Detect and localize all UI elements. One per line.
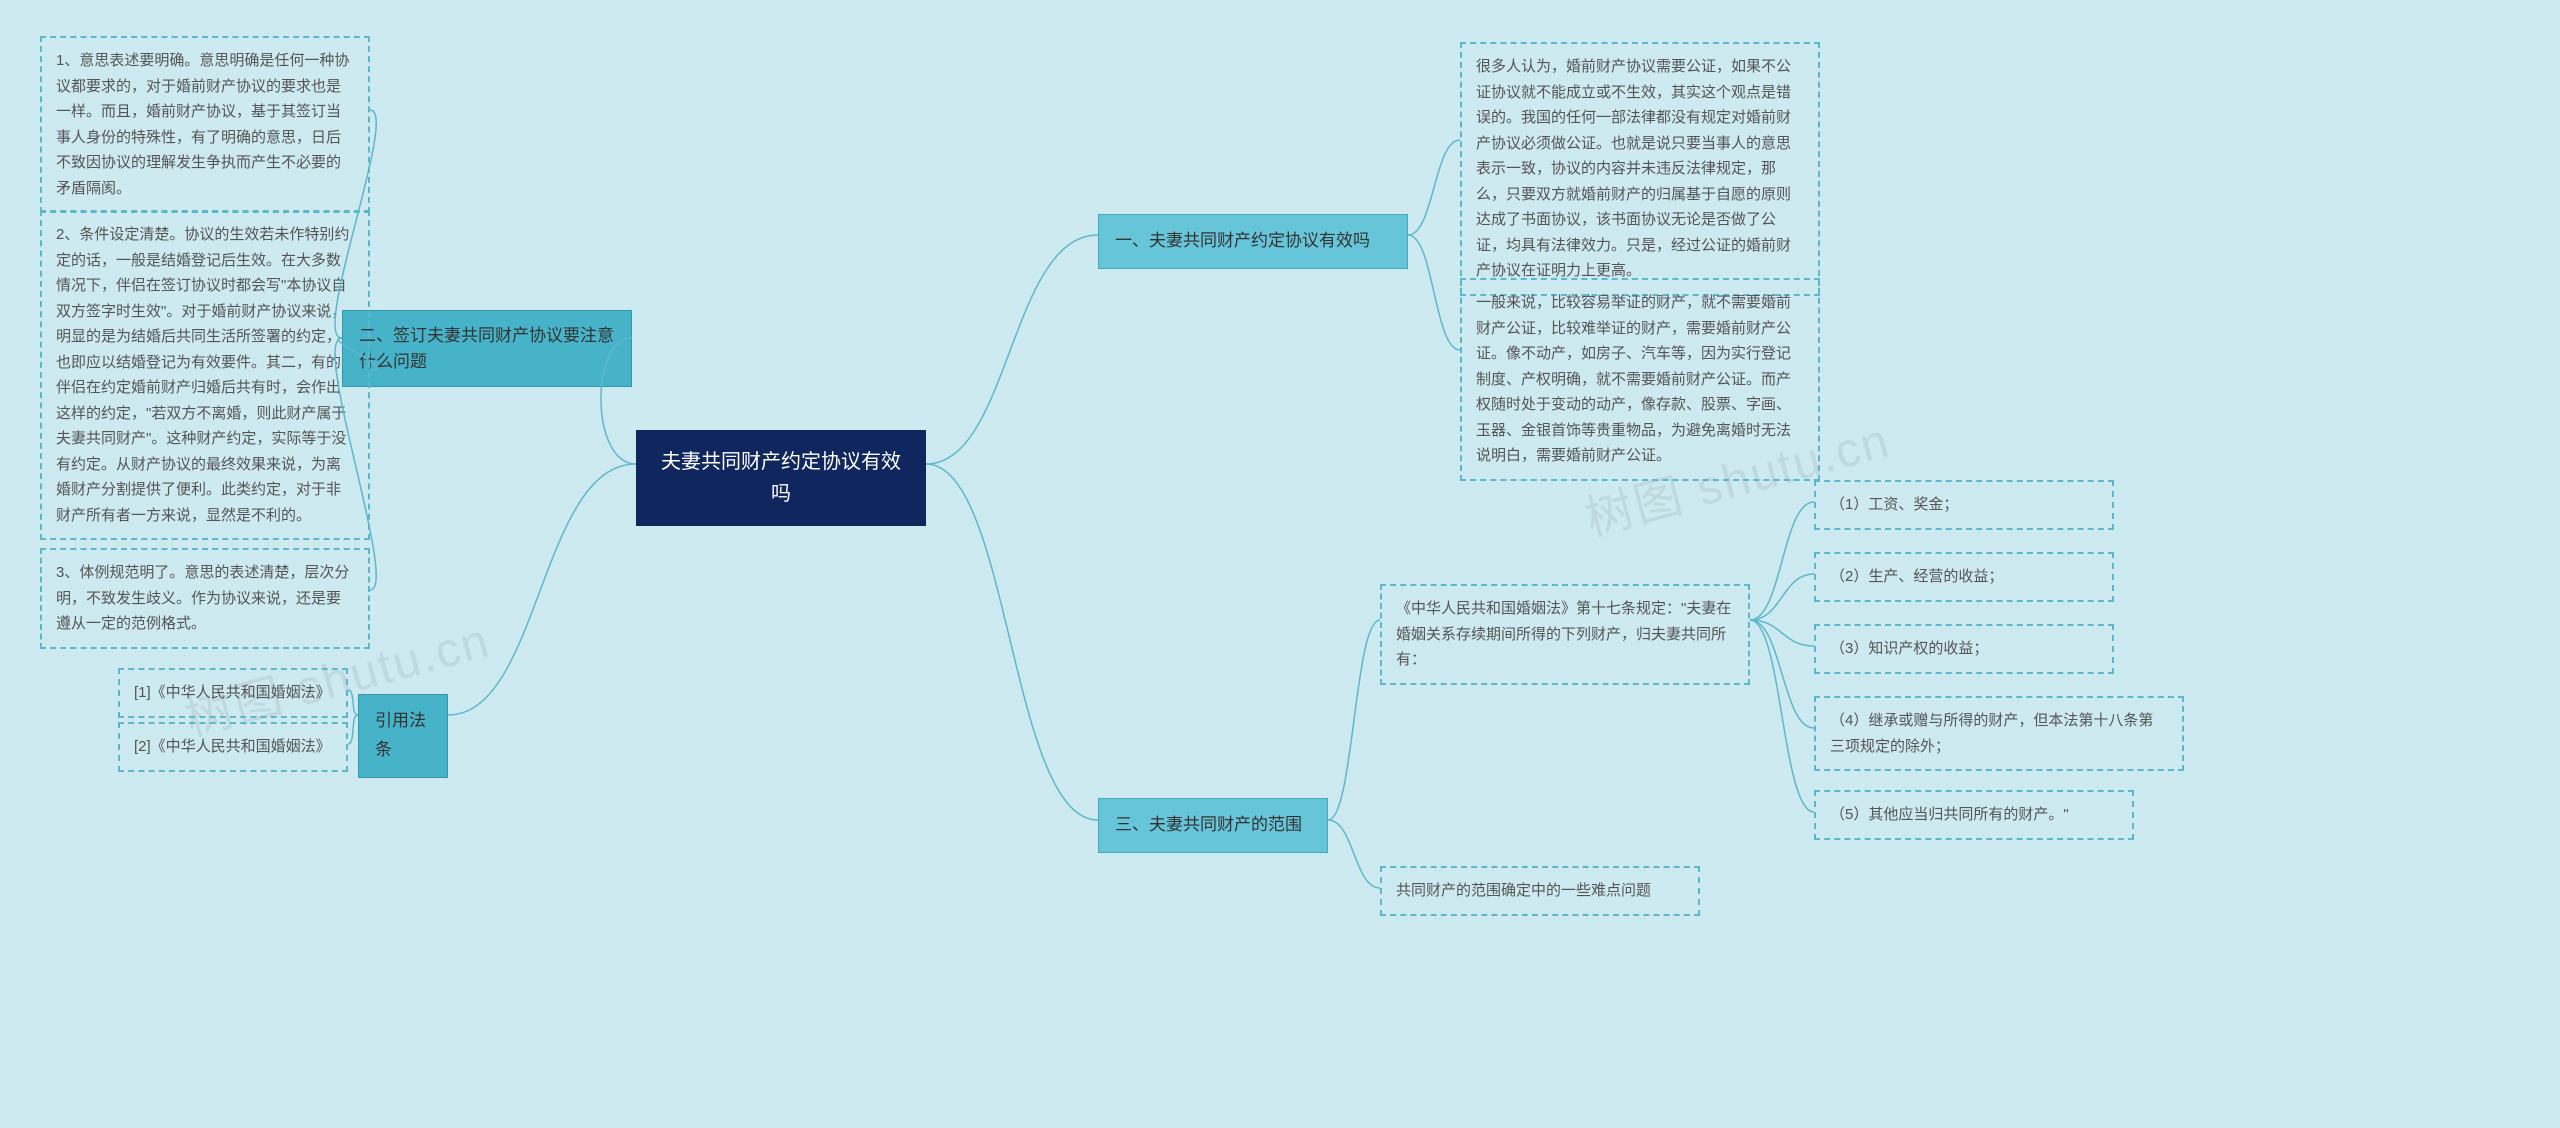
leaf-ref-1: [2]《中华人民共和国婚姻法》 xyxy=(118,722,348,772)
leaf-2-2: 2、条件设定清楚。协议的生效若未作特别约定的话，一般是结婚登记后生效。在大多数情… xyxy=(40,210,370,540)
leaf-3-item-5: （5）其他应当归共同所有的财产。" xyxy=(1814,790,2134,840)
leaf-3-item-4: （4）继承或赠与所得的财产，但本法第十八条第三项规定的除外； xyxy=(1814,696,2184,771)
leaf-1-2: 一般来说，比较容易举证的财产，就不需要婚前财产公证，比较难举证的财产，需要婚前财… xyxy=(1460,278,1820,481)
leaf-3-sub1: 《中华人民共和国婚姻法》第十七条规定："夫妻在婚姻关系存续期间所得的下列财产，归… xyxy=(1380,584,1750,685)
leaf-ref-1: [1]《中华人民共和国婚姻法》 xyxy=(118,668,348,718)
leaf-1-1: 很多人认为，婚前财产协议需要公证，如果不公证协议就不能成立或不生效，其实这个观点… xyxy=(1460,42,1820,296)
branch-1: 一、夫妻共同财产约定协议有效吗 xyxy=(1098,214,1408,269)
leaf-2-1: 1、意思表述要明确。意思明确是任何一种协议都要求的，对于婚前财产协议的要求也是一… xyxy=(40,36,370,213)
connector-lines xyxy=(0,0,2560,1128)
root-node: 夫妻共同财产约定协议有效吗 xyxy=(636,430,926,526)
branch-3: 三、夫妻共同财产的范围 xyxy=(1098,798,1328,853)
leaf-2-3: 3、体例规范明了。意思的表述清楚，层次分明，不致发生歧义。作为协议来说，还是要遵… xyxy=(40,548,370,649)
branch-2: 二、签订夫妻共同财产协议要注意什么问题 xyxy=(342,310,632,387)
branch-ref: 引用法条 xyxy=(358,694,448,778)
leaf-3-item-2: （2）生产、经营的收益； xyxy=(1814,552,2114,602)
leaf-3-item-1: （1）工资、奖金； xyxy=(1814,480,2114,530)
leaf-3-item-3: （3）知识产权的收益； xyxy=(1814,624,2114,674)
leaf-3-sub2: 共同财产的范围确定中的一些难点问题 xyxy=(1380,866,1700,916)
